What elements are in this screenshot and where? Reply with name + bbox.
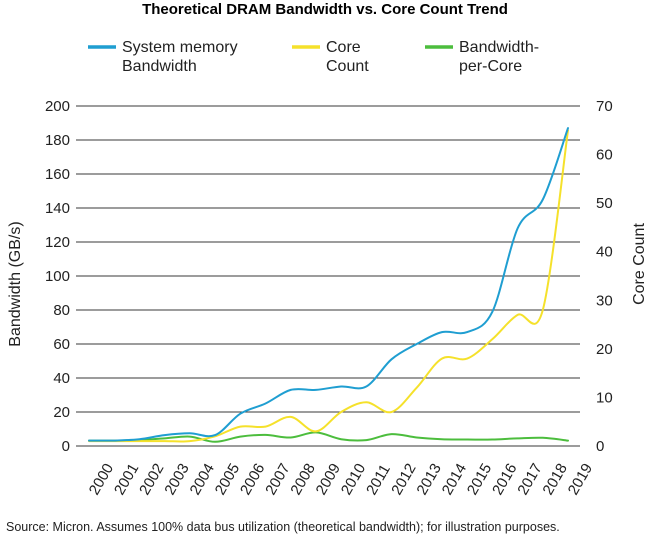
grid [76, 105, 580, 413]
x-tick-label: 2011 [363, 462, 394, 498]
series-line-bandwidth-per-core [88, 431, 569, 443]
x-tick-label: 2005 [212, 461, 243, 498]
x-tick-label: 2019 [565, 461, 596, 498]
legend-label: Count [326, 58, 369, 75]
right-tick-label: 60 [596, 147, 613, 164]
x-tick-label: 2008 [287, 461, 318, 498]
x-tick-label: 2003 [161, 461, 192, 498]
x-tick-label: 2018 [540, 461, 571, 498]
x-tick-label: 2004 [187, 461, 218, 498]
right-tick-label: 30 [596, 292, 613, 309]
axes: 0204060801001201401601802000102030405060… [7, 98, 648, 498]
legend-label: per-Core [459, 58, 522, 75]
left-tick-label: 120 [45, 234, 70, 251]
right-tick-label: 40 [596, 244, 613, 261]
left-tick-label: 200 [45, 98, 70, 115]
right-tick-label: 0 [596, 438, 604, 455]
left-tick-label: 80 [53, 302, 70, 319]
legend-label: System memory [122, 39, 238, 56]
legend-label: Core [326, 39, 361, 56]
left-tick-label: 60 [53, 336, 70, 353]
x-tick-label: 2010 [338, 461, 369, 498]
left-tick-label: 40 [53, 370, 70, 387]
source-note: Source: Micron. Assumes 100% data bus ut… [6, 520, 560, 534]
x-tick-label: 2000 [86, 461, 117, 498]
x-tick-label: 2015 [464, 461, 495, 498]
y-right-axis-label: Core Count [631, 223, 648, 305]
legend: System memory Bandwidth Core Count Bandwidth… [88, 39, 539, 75]
series-line-core-count [88, 129, 569, 443]
right-tick-label: 20 [596, 341, 613, 358]
x-tick-label: 2014 [439, 461, 470, 498]
x-tick-label: 2002 [136, 461, 167, 498]
x-tick-label: 2001 [111, 461, 142, 498]
series-layer [88, 127, 569, 443]
series-line-system-memory-bandwidth [88, 127, 569, 442]
right-tick-label: 10 [596, 389, 613, 406]
left-tick-label: 160 [45, 166, 70, 183]
x-tick-label: 2009 [313, 461, 344, 498]
right-tick-label: 70 [596, 98, 613, 115]
left-tick-label: 180 [45, 132, 70, 149]
legend-label: Bandwidth- [459, 39, 539, 56]
chart-title: Theoretical DRAM Bandwidth vs. Core Coun… [142, 1, 508, 18]
left-tick-label: 100 [45, 268, 70, 285]
left-tick-label: 20 [53, 404, 70, 421]
x-tick-label: 2016 [489, 461, 520, 498]
left-tick-label: 0 [62, 438, 70, 455]
x-tick-label: 2013 [413, 461, 444, 498]
left-tick-label: 140 [45, 200, 70, 217]
x-tick-label: 2006 [237, 461, 268, 498]
x-tick-label: 2012 [388, 461, 419, 498]
right-tick-label: 50 [596, 195, 613, 212]
x-tick-label: 2017 [514, 461, 545, 498]
legend-label: Bandwidth [122, 58, 197, 75]
y-left-axis-label: Bandwidth (GB/s) [7, 221, 24, 346]
x-tick-label: 2007 [262, 461, 293, 498]
